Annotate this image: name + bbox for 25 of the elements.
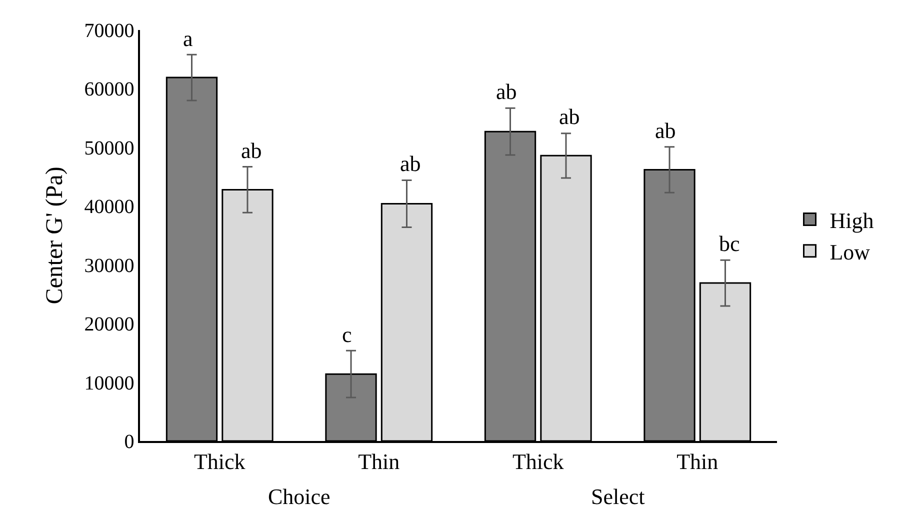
y-axis-title: Center G' (Pa) (42, 166, 68, 304)
y-tick-label: 60000 (84, 78, 134, 101)
data-label: ab (400, 151, 421, 176)
y-tick-label: 50000 (84, 137, 134, 160)
y-tick-label: 0 (124, 431, 134, 453)
x-tick-label: Thin (358, 449, 400, 474)
legend-label: Low (830, 239, 870, 264)
y-tick-label: 40000 (84, 196, 134, 218)
x-tick-label: Thin (676, 449, 718, 474)
data-label: ab (241, 138, 262, 163)
y-tick-label: 10000 (84, 372, 134, 394)
text: Choice (268, 484, 330, 509)
data-label: ab (655, 118, 676, 143)
text: Select (591, 484, 645, 509)
y-tick-label: 20000 (84, 314, 134, 336)
data-label: ab (559, 104, 580, 129)
data-label: bc (719, 231, 740, 256)
y-tick-label: 70000 (84, 20, 134, 42)
y-tick-label: 30000 (84, 254, 134, 277)
x-tick-label: Thick (194, 449, 246, 474)
legend-label: High (830, 208, 874, 233)
data-label: a (183, 26, 193, 51)
data-label: c (342, 322, 352, 347)
data-label: ab (496, 79, 517, 104)
x-tick-label: Thick (512, 449, 564, 474)
